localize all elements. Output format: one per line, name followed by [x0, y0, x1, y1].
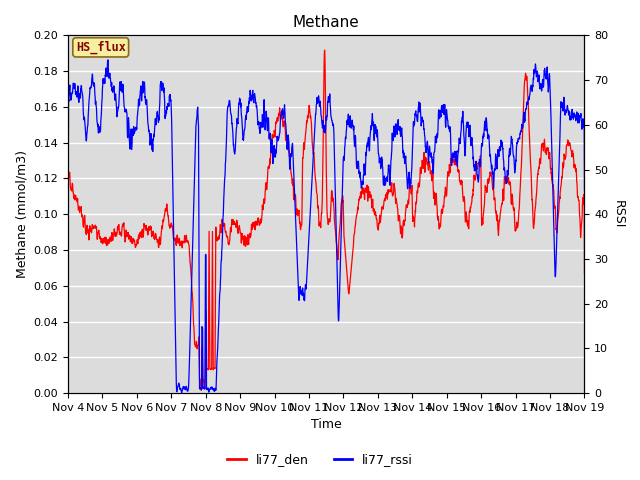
X-axis label: Time: Time: [311, 419, 342, 432]
Title: Methane: Methane: [293, 15, 360, 30]
Legend: li77_den, li77_rssi: li77_den, li77_rssi: [222, 448, 418, 471]
Y-axis label: RSSI: RSSI: [612, 200, 625, 228]
Y-axis label: Methane (mmol/m3): Methane (mmol/m3): [15, 150, 28, 278]
Text: HS_flux: HS_flux: [76, 41, 125, 54]
